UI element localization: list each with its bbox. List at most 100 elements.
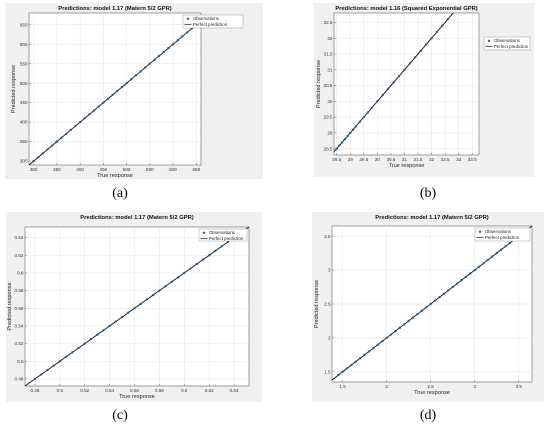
y-tick-label: 300 bbox=[20, 159, 28, 164]
observation-point bbox=[338, 144, 341, 147]
observation-point bbox=[176, 39, 179, 42]
observation-point bbox=[398, 326, 402, 329]
observation-point bbox=[167, 46, 170, 50]
observation-point bbox=[362, 115, 366, 119]
y-tick-label: 29 bbox=[327, 131, 333, 136]
observation-point bbox=[46, 368, 49, 372]
y-tick-label: 450 bbox=[20, 100, 28, 105]
perfect-prediction-line bbox=[334, 13, 454, 153]
observation-point bbox=[120, 315, 124, 319]
y-tick-label: 0.58 bbox=[15, 288, 24, 293]
observation-point bbox=[416, 312, 419, 316]
observation-point bbox=[394, 329, 397, 333]
observation-point bbox=[88, 113, 91, 116]
observation-point bbox=[376, 100, 379, 103]
observation-point bbox=[358, 120, 361, 124]
observation-point bbox=[354, 360, 357, 363]
observation-point bbox=[111, 93, 114, 97]
x-tick-label: 31.5 bbox=[414, 157, 423, 162]
y-axis-label: Predicted response bbox=[7, 282, 13, 330]
observation-point bbox=[414, 55, 417, 59]
y-tick-label: 30 bbox=[327, 99, 333, 104]
observation-point bbox=[354, 125, 357, 128]
legend-box bbox=[182, 14, 244, 29]
observation-point bbox=[214, 249, 217, 253]
x-tick-label: 350 bbox=[53, 167, 61, 172]
y-tick-label: 32 bbox=[327, 36, 333, 41]
observation-point bbox=[52, 364, 55, 367]
legend-box bbox=[198, 228, 248, 242]
observation-point bbox=[183, 271, 186, 275]
observation-point bbox=[97, 105, 100, 108]
observation-point bbox=[39, 373, 43, 376]
observation-point bbox=[430, 37, 433, 40]
observation-point bbox=[363, 353, 366, 357]
observation-point bbox=[207, 254, 211, 257]
x-axis-label: True response bbox=[414, 390, 450, 396]
y-tick-label: 0.48 bbox=[15, 377, 24, 382]
observation-point bbox=[77, 346, 80, 350]
observation-point bbox=[64, 355, 68, 359]
x-tick-label: 32 bbox=[429, 157, 435, 162]
y-tick-label: 2 bbox=[328, 336, 331, 341]
x-tick-label: 2 bbox=[385, 384, 388, 389]
x-tick-label: 2.5 bbox=[427, 384, 434, 389]
y-tick-label: 650 bbox=[20, 22, 28, 27]
observation-point bbox=[58, 360, 62, 363]
observation-point bbox=[106, 97, 110, 100]
observation-point bbox=[335, 147, 338, 150]
observation-point bbox=[442, 292, 446, 296]
observation-point bbox=[486, 258, 490, 262]
observation-point bbox=[469, 272, 472, 275]
observation-point bbox=[425, 306, 428, 309]
observation-point bbox=[438, 296, 441, 299]
observation-point bbox=[420, 309, 424, 312]
observation-point bbox=[95, 333, 99, 336]
y-tick-label: 550 bbox=[20, 61, 28, 66]
y-tick-label: 29.5 bbox=[324, 115, 333, 120]
y-tick-label: 400 bbox=[20, 120, 28, 125]
observation-point bbox=[162, 50, 166, 54]
observation-point bbox=[220, 245, 223, 248]
observation-point bbox=[51, 144, 54, 147]
y-tick-label: 0.52 bbox=[15, 341, 24, 346]
y-axis-label: Predicted response bbox=[11, 65, 17, 113]
observation-point bbox=[69, 128, 73, 132]
observation-point bbox=[148, 62, 152, 65]
legend-label-observations: Observations bbox=[193, 16, 220, 21]
observation-point bbox=[381, 93, 384, 97]
observation-point bbox=[473, 268, 476, 272]
chart-panel-b: Predictions: model 1.16 (Squared Exponen… bbox=[314, 3, 534, 177]
y-tick-label: 0.6 bbox=[17, 271, 24, 276]
observation-point bbox=[429, 302, 432, 306]
legend-label-perfect-prediction: Perfect prediction bbox=[209, 236, 244, 241]
legend-label-observations: Observations bbox=[209, 230, 236, 235]
caption-b: (b) bbox=[419, 186, 437, 201]
x-tick-label: 1.5 bbox=[339, 384, 346, 389]
chart-title: Predictions: model 1.17 (Matern 5/2 GPR) bbox=[375, 215, 488, 221]
observation-point bbox=[495, 251, 498, 255]
observation-point bbox=[340, 141, 344, 144]
observation-point bbox=[424, 43, 428, 46]
observation-point bbox=[41, 152, 45, 155]
x-tick-label: 0.48 bbox=[30, 388, 39, 393]
observation-point bbox=[451, 285, 454, 289]
y-tick-label: 28.5 bbox=[324, 146, 333, 151]
observation-point bbox=[37, 156, 40, 159]
observation-point bbox=[447, 289, 450, 292]
x-tick-label: 28.5 bbox=[332, 157, 341, 162]
observation-point bbox=[89, 337, 93, 341]
x-tick-label: 29.5 bbox=[359, 157, 368, 162]
observation-point bbox=[508, 241, 512, 245]
observation-point bbox=[435, 30, 439, 34]
observation-point bbox=[345, 367, 349, 370]
x-tick-label: 0.64 bbox=[230, 388, 239, 393]
observation-point bbox=[83, 342, 86, 345]
x-tick-label: 0.56 bbox=[130, 388, 139, 393]
x-tick-label: 0.5 bbox=[57, 388, 64, 393]
x-tick-label: 3.5 bbox=[516, 384, 523, 389]
observation-point bbox=[108, 324, 111, 328]
observation-point bbox=[407, 319, 410, 323]
x-axis-label: True response bbox=[119, 394, 155, 400]
observation-point bbox=[92, 109, 96, 112]
